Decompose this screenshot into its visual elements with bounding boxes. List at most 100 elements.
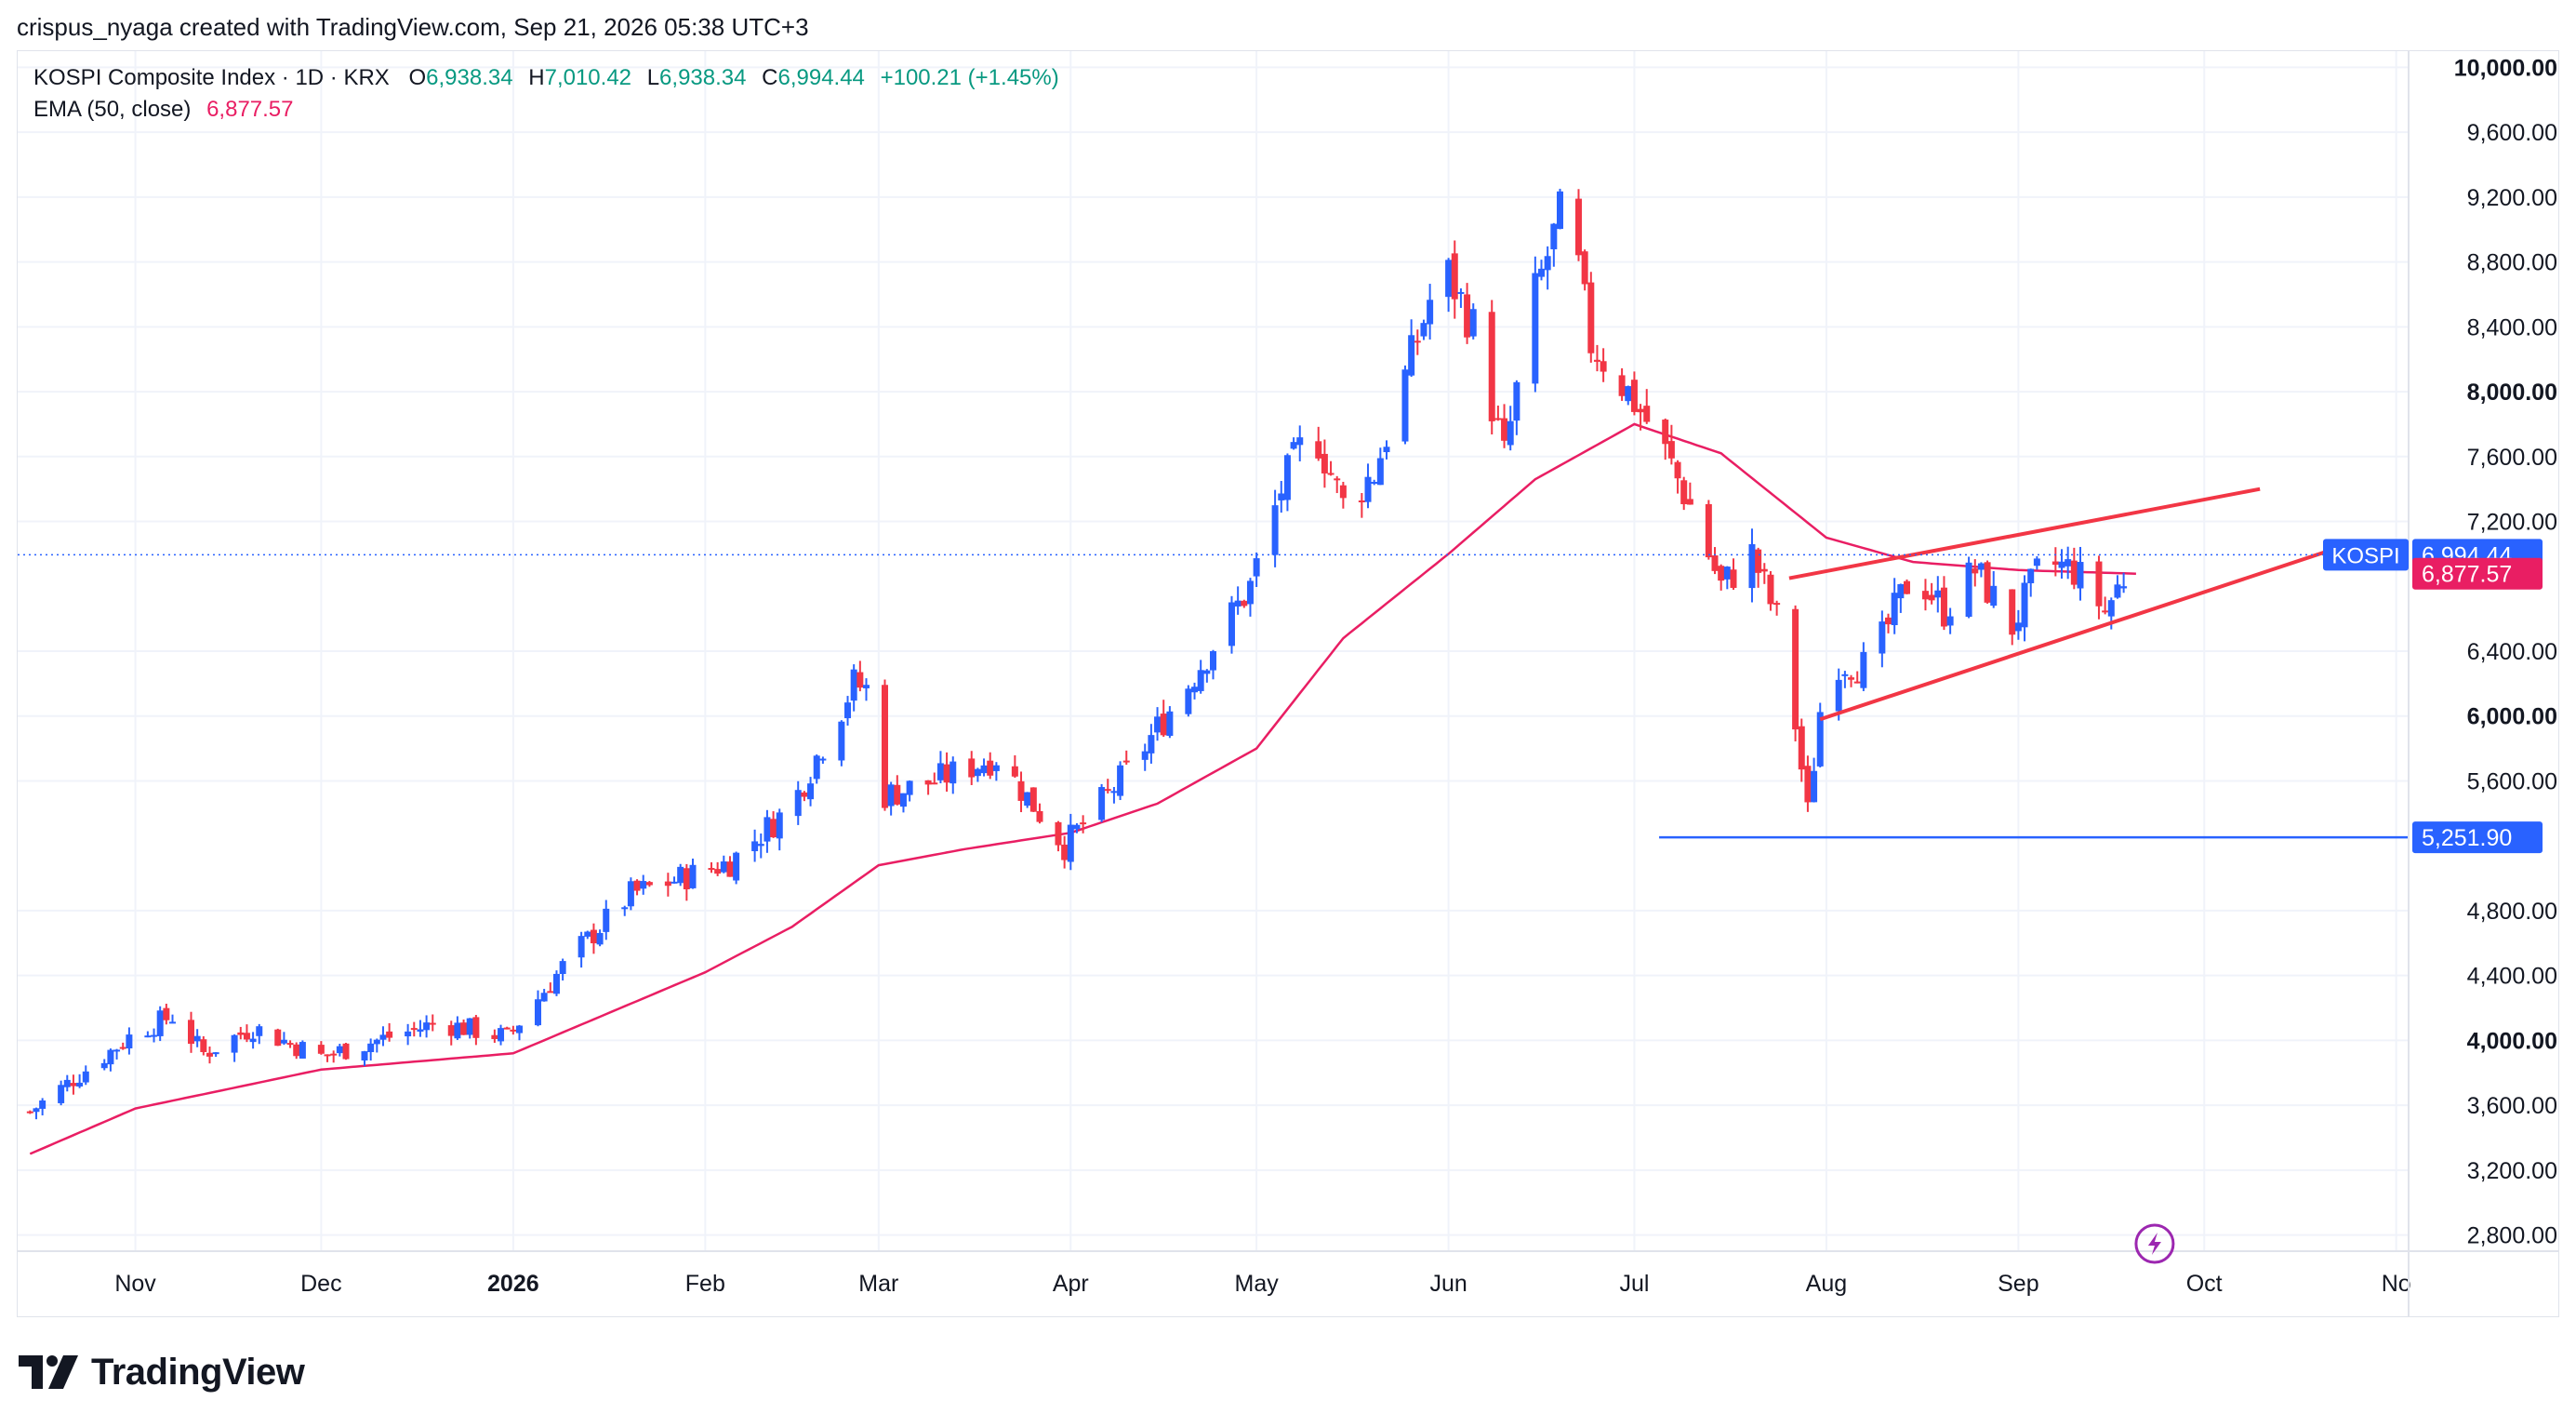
candle-down [2070,560,2078,585]
candle-down [460,1022,468,1035]
low-label: L [646,65,660,90]
candle-up [63,1079,71,1087]
candle-down [1017,780,1025,801]
candle-up [299,1042,306,1059]
candle-down [714,869,722,874]
candle-up [720,861,727,873]
candle-up [76,1082,84,1087]
y-tick-label: 5,600.00 [2467,768,2557,794]
candle-up [249,1038,257,1043]
candle-up [417,1029,424,1032]
candle-up [603,908,610,932]
candle-down [293,1044,300,1057]
x-tick-label: Jul [1619,1271,1649,1297]
candle-up [1990,585,1998,607]
y-tick-label: 4,400.00 [2467,964,2557,990]
candle-up [33,1108,40,1113]
candle-down [664,881,671,887]
x-tick-label: Oct [2186,1271,2223,1297]
candle-down [1327,473,1334,475]
candle-down [1315,441,1322,459]
candle-down [1674,461,1681,479]
y-tick-label: 6,000.00 [2467,704,2557,730]
candle-up [361,1051,368,1060]
candle-down [342,1043,350,1060]
candle-up [2027,568,2035,583]
candle-down [683,868,690,889]
candles [26,188,2128,1120]
price-chart[interactable]: 2,800.00 3,200.00 3,600.00 4,000.00 4,400.00… [0,0,2576,1321]
drawings[interactable] [18,487,2409,839]
candle-down [1358,500,1365,503]
support-price-label-bg [2412,821,2543,854]
candle-up [1469,309,1477,337]
candle-up [113,1049,121,1052]
candle-up [516,1025,524,1034]
candle-up [596,932,604,945]
symbol-tag-bg [2323,539,2409,571]
candle-down [1055,821,1062,846]
candle-down [1451,253,1458,300]
y-tick-label: 7,600.00 [2467,445,2557,471]
candle-up [1148,735,1155,754]
ema-label[interactable]: EMA (50, close) [33,97,192,122]
candle-down [1730,569,1737,588]
candle-down [1339,485,1347,499]
candle-up [844,702,852,719]
candle-up [1427,300,1434,325]
candle-down [410,1028,418,1031]
candle-down [547,991,554,994]
candle-down [1760,568,1768,572]
candle-up [193,1035,201,1042]
symbol-title[interactable]: KOSPI Composite Index · 1D · KRX [33,65,390,90]
candle-down [26,1111,33,1114]
candle-up [992,765,1000,771]
candle-down [1011,766,1018,777]
candle-up [1723,567,1731,580]
candle-up [534,999,541,1026]
candle-up [1445,260,1453,298]
candle-down [1414,340,1421,343]
candle-up [1977,563,1985,570]
wedge-upper-trendline[interactable] [1788,487,2261,580]
candle-up [498,1028,505,1042]
y-tick-label: 3,200.00 [2467,1158,2557,1184]
candle-up [1538,268,1546,277]
candle-up [764,817,771,842]
candle-down [1928,594,1935,601]
candle-up [82,1071,89,1083]
candle-down [1080,822,1087,825]
candle-down [1804,766,1812,803]
candle-up [1228,602,1235,647]
candle-down [2052,561,2059,566]
chart-frame [17,50,2559,1317]
lightning-icon[interactable] [2147,1233,2161,1255]
candle-down [510,1029,517,1032]
y-tick-label: 8,400.00 [2467,314,2557,340]
x-tick-label: Feb [685,1271,725,1297]
candle-up [1073,824,1081,830]
candle-up [1364,476,1372,502]
candle-up [2065,559,2072,567]
candle-down [1853,681,1861,684]
candle-down [2095,561,2103,607]
candle-up [169,1021,177,1024]
candle-up [850,669,857,701]
y-tick-label: 10,000.00 [2454,55,2557,81]
candle-down [324,1054,331,1057]
tradingview-logo[interactable]: TradingView [19,1349,305,1395]
legend-ohlc: KOSPI Composite Index · 1D · KRX O6,938.… [33,65,1059,91]
candle-down [1501,418,1508,441]
candle-down [274,1029,282,1047]
candle-up [1197,670,1204,691]
candle-down [1464,294,1471,338]
candle-down [163,1007,170,1020]
candle-down [1036,810,1043,822]
candle-down [924,780,932,785]
x-tick-label: Mar [858,1271,898,1297]
candle-up [1234,600,1242,607]
candle-down [1494,418,1502,420]
y-tick-label: 4,800.00 [2467,899,2557,925]
wedge-lower-trendline[interactable] [1819,547,2335,722]
candle-down [1241,600,1248,607]
